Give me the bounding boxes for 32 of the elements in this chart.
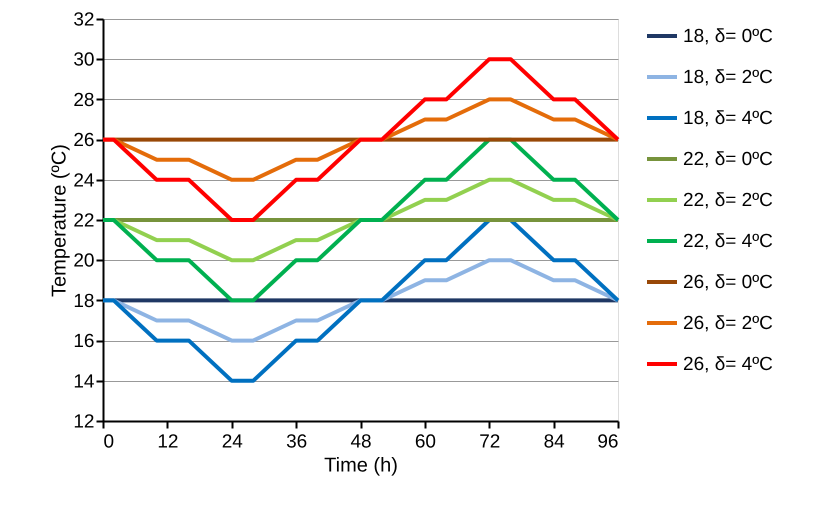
legend-label: 18, δ= 2ºC — [683, 67, 773, 88]
y-tick-label: 24 — [73, 170, 95, 192]
x-tick-label: 96 — [597, 432, 618, 452]
legend-label: 22, δ= 0ºC — [683, 149, 773, 170]
y-tick-label: 22 — [73, 210, 94, 232]
legend-label: 22, δ= 4ºC — [683, 231, 773, 252]
y-tick-label: 32 — [73, 10, 94, 30]
x-tick-label: 72 — [479, 432, 500, 452]
y-tick-label: 28 — [73, 90, 94, 111]
y-tick-label: 20 — [73, 250, 94, 272]
y-tick-label: 14 — [73, 371, 95, 392]
legend-label: 26, δ= 2ºC — [683, 313, 773, 334]
y-tick-label: 18 — [73, 290, 94, 312]
legend-label: 26, δ= 0ºC — [683, 272, 773, 293]
x-tick-label: 84 — [544, 432, 566, 452]
y-tick-label: 12 — [73, 412, 94, 432]
x-tick-label: 60 — [414, 432, 436, 452]
y-tick-label: 30 — [73, 50, 94, 71]
y-axis-title: Temperature (ºC) — [48, 144, 70, 297]
legend-label: 18, δ= 0ºC — [683, 26, 773, 47]
x-axis-title: Time (h) — [324, 454, 398, 476]
x-tick-label: 24 — [222, 432, 244, 452]
legend-label: 22, δ= 2ºC — [683, 190, 773, 211]
legend-label: 26, δ= 4ºC — [683, 354, 773, 375]
line-series — [101, 57, 620, 222]
x-tick-label: 12 — [157, 432, 178, 452]
x-tick-label: 0 — [104, 432, 114, 452]
legend-label: 18, δ= 4ºC — [683, 108, 773, 129]
x-tick-label: 36 — [286, 432, 308, 452]
y-tick-label: 16 — [73, 331, 94, 352]
y-tick-label: 26 — [73, 130, 94, 152]
x-tick-label: 48 — [350, 432, 372, 452]
